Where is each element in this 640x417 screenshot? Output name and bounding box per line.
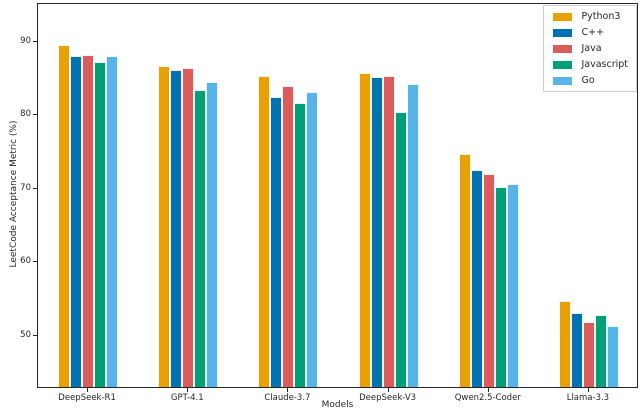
y-tick-mark xyxy=(33,40,37,42)
legend-item: Javascript xyxy=(553,59,628,70)
bar-C++-DeepSeek-V3 xyxy=(370,77,383,387)
bar-Java-DeepSeek-R1 xyxy=(82,55,95,387)
y-tick-label: 90 xyxy=(20,35,31,46)
plot-area xyxy=(37,3,638,388)
legend-label: C++ xyxy=(581,27,605,38)
bar-Javascript-Claude-3.7 xyxy=(294,102,307,387)
x-axis-title: Models xyxy=(321,400,354,410)
bar-Java-Claude-3.7 xyxy=(282,85,295,387)
bar-Javascript-Llama-3.3 xyxy=(594,314,607,387)
bar-Go-Llama-3.3 xyxy=(606,325,619,387)
bar-Javascript-GPT-4.1 xyxy=(194,89,207,387)
bar-C++-Llama-3.3 xyxy=(570,312,583,387)
x-tick-label: GPT-4.1 xyxy=(170,393,204,403)
bar-Python3-Claude-3.7 xyxy=(258,76,271,387)
y-axis-title: LeetCode Acceptance Metric (%) xyxy=(9,120,19,268)
y-tick-label: 50 xyxy=(20,329,31,340)
y-tick-mark xyxy=(33,334,37,336)
y-tick-label: 80 xyxy=(20,109,31,120)
bar-Javascript-DeepSeek-V3 xyxy=(394,112,407,387)
go-swatch xyxy=(553,76,573,85)
bar-Python3-Llama-3.3 xyxy=(558,300,571,387)
legend-label: Go xyxy=(581,75,595,86)
x-tick-mark xyxy=(287,388,289,392)
bar-Go-Qwen2.5-Coder xyxy=(506,183,519,387)
bar-Go-DeepSeek-R1 xyxy=(106,56,119,387)
legend-label: Javascript xyxy=(581,59,628,70)
bar-Go-GPT-4.1 xyxy=(206,81,219,387)
x-tick-label: Llama-3.3 xyxy=(566,393,610,403)
bar-C++-GPT-4.1 xyxy=(170,69,183,387)
javascript-swatch xyxy=(553,60,573,69)
bar-Javascript-DeepSeek-R1 xyxy=(94,62,107,387)
bar-C++-DeepSeek-R1 xyxy=(70,55,83,387)
legend-item: Java xyxy=(553,43,628,54)
python3-swatch xyxy=(553,12,573,21)
x-tick-label: Qwen2.5-Coder xyxy=(454,393,521,403)
bar-Java-Qwen2.5-Coder xyxy=(482,174,495,387)
bar-Python3-Qwen2.5-Coder xyxy=(458,153,471,387)
y-tick-mark xyxy=(33,114,37,116)
bar-Java-DeepSeek-V3 xyxy=(382,76,395,387)
y-tick-label: 70 xyxy=(20,182,31,193)
legend-item: C++ xyxy=(553,27,628,38)
legend-item: Python3 xyxy=(553,11,628,22)
legend-label: Python3 xyxy=(581,11,621,22)
x-tick-mark xyxy=(87,388,89,392)
y-tick-label: 60 xyxy=(20,256,31,267)
bar-Java-Llama-3.3 xyxy=(582,322,595,387)
y-tick-mark xyxy=(33,187,37,189)
bar-C++-Claude-3.7 xyxy=(270,96,283,387)
x-tick-mark xyxy=(487,388,489,392)
legend: Python3 C++ Java Javascript Go xyxy=(543,5,637,92)
bar-Python3-DeepSeek-R1 xyxy=(58,45,71,387)
x-tick-label: Claude-3.7 xyxy=(264,393,311,403)
x-tick-mark xyxy=(387,388,389,392)
x-tick-label: DeepSeek-V3 xyxy=(359,393,417,403)
y-tick-mark xyxy=(33,261,37,263)
x-tick-label: DeepSeek-R1 xyxy=(58,393,116,403)
java-swatch xyxy=(553,44,573,53)
bar-Python3-DeepSeek-V3 xyxy=(358,73,371,387)
legend-item: Go xyxy=(553,75,628,86)
bar-Java-GPT-4.1 xyxy=(182,68,195,387)
x-tick-mark xyxy=(587,388,589,392)
x-tick-mark xyxy=(187,388,189,392)
bar-Javascript-Qwen2.5-Coder xyxy=(494,186,507,387)
bar-Go-DeepSeek-V3 xyxy=(406,83,419,387)
bar-C++-Qwen2.5-Coder xyxy=(470,169,483,387)
bar-Go-Claude-3.7 xyxy=(306,91,319,387)
bar-Python3-GPT-4.1 xyxy=(158,66,171,387)
c--swatch xyxy=(553,28,573,37)
legend-label: Java xyxy=(581,43,602,54)
